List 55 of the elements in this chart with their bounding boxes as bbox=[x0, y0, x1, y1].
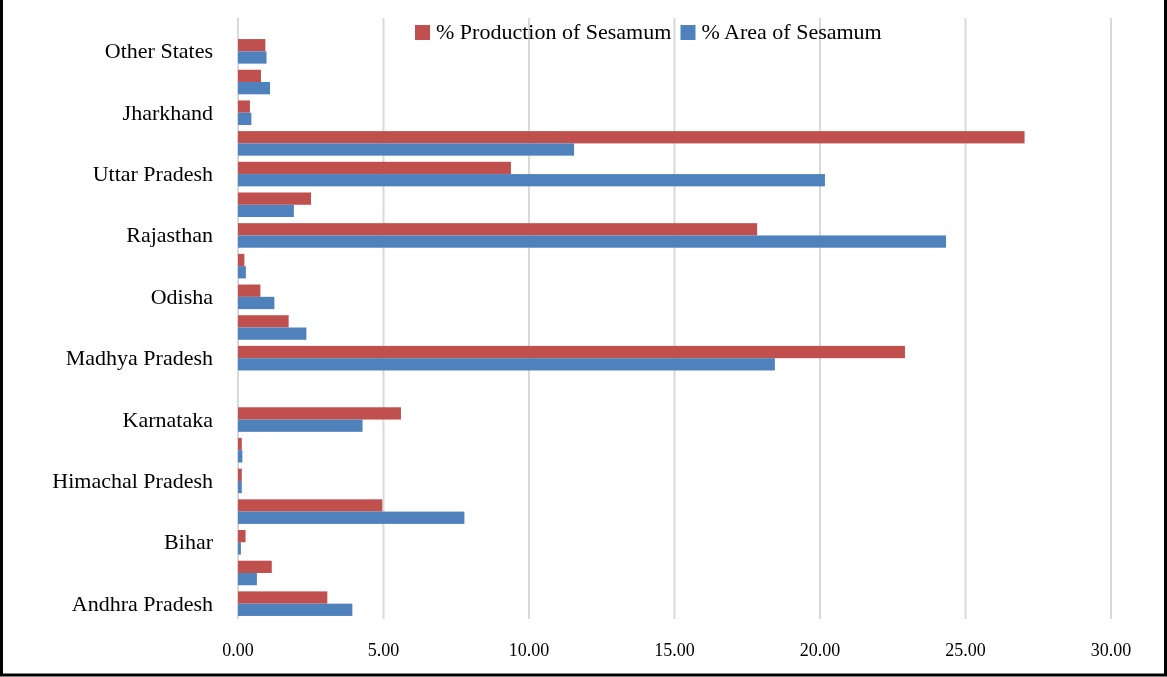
bar bbox=[238, 560, 272, 573]
bar bbox=[238, 161, 511, 175]
bar bbox=[238, 112, 252, 125]
bar bbox=[238, 223, 758, 236]
bar bbox=[238, 143, 575, 156]
bar bbox=[238, 511, 465, 524]
legend-label: % Area of Sesamum bbox=[701, 19, 882, 44]
bar bbox=[238, 591, 328, 604]
bar bbox=[238, 327, 307, 340]
x-tick-label: 10.00 bbox=[508, 640, 550, 660]
x-tick-label: 20.00 bbox=[799, 640, 841, 660]
x-tick-label: 30.00 bbox=[1090, 640, 1132, 660]
x-tick-label: 15.00 bbox=[654, 640, 695, 660]
y-tick-label: Rajasthan bbox=[126, 222, 213, 248]
bar bbox=[238, 542, 241, 555]
bar bbox=[238, 603, 353, 616]
bar bbox=[238, 69, 261, 83]
y-tick-label: Madhya Pradesh bbox=[65, 345, 213, 371]
y-tick-label: Other States bbox=[104, 38, 213, 64]
y-tick-label: Odisha bbox=[150, 283, 214, 309]
bar bbox=[238, 204, 294, 218]
y-tick-label: Uttar Pradesh bbox=[92, 161, 213, 187]
bar bbox=[238, 530, 246, 543]
bar bbox=[238, 468, 242, 481]
legend-label: % Production of Sesamum bbox=[436, 19, 672, 44]
y-tick-label: Himachal Pradesh bbox=[52, 467, 213, 493]
x-tick-label: 0.00 bbox=[222, 640, 254, 660]
bar bbox=[238, 266, 246, 279]
bar bbox=[238, 174, 825, 187]
x-tick-label: 25.00 bbox=[945, 640, 986, 660]
bar bbox=[238, 345, 905, 359]
y-tick-label: Bihar bbox=[164, 529, 214, 555]
bar bbox=[238, 82, 271, 95]
bar bbox=[238, 100, 250, 113]
bar bbox=[238, 253, 245, 267]
bar bbox=[238, 437, 242, 451]
bar bbox=[238, 419, 363, 432]
bar bbox=[238, 296, 275, 310]
bar bbox=[238, 572, 257, 586]
y-tick-label: Jharkhand bbox=[122, 99, 213, 125]
bar bbox=[238, 480, 242, 494]
x-tick-label: 5.00 bbox=[367, 640, 400, 660]
bar bbox=[238, 499, 383, 512]
y-tick-label: Andhra Pradesh bbox=[71, 590, 213, 616]
bar bbox=[238, 39, 266, 52]
bar bbox=[238, 235, 946, 248]
bar bbox=[238, 284, 261, 297]
bar bbox=[238, 315, 289, 328]
bar bbox=[238, 450, 243, 463]
y-tick-label: Karnataka bbox=[122, 406, 214, 432]
bar bbox=[238, 51, 267, 64]
bar bbox=[238, 131, 1025, 144]
bar bbox=[238, 358, 775, 371]
bar bbox=[238, 407, 401, 420]
bar bbox=[238, 192, 312, 205]
